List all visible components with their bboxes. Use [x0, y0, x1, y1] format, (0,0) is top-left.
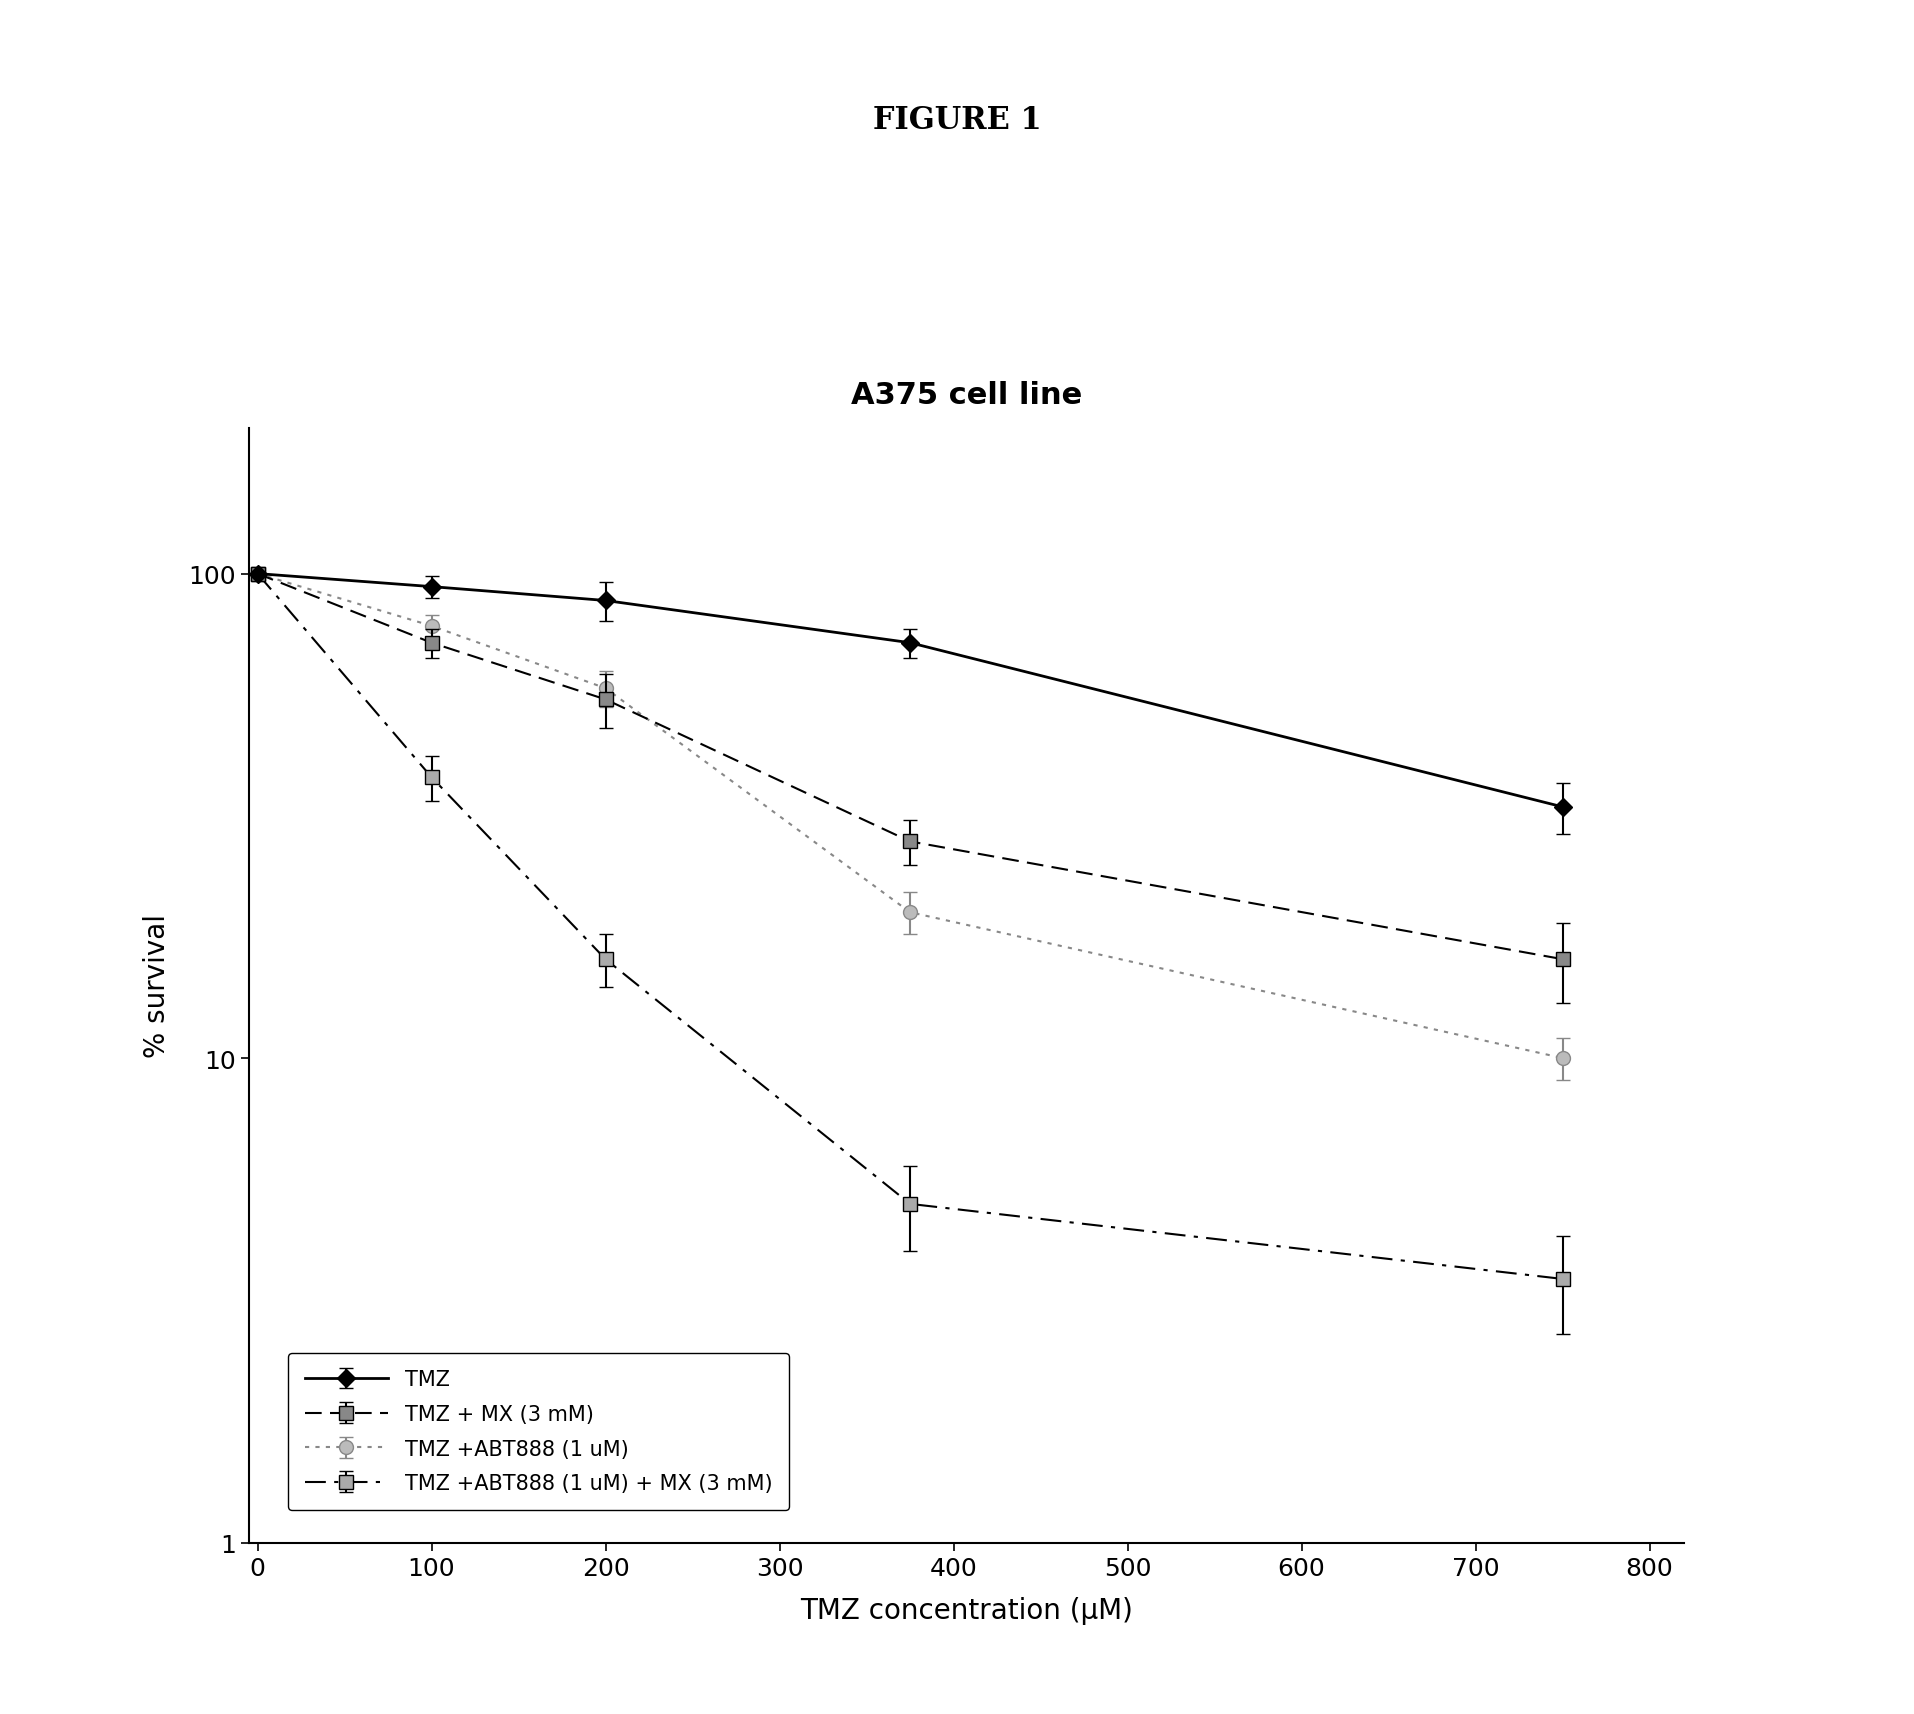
Title: A375 cell line: A375 cell line: [852, 381, 1081, 410]
Legend: TMZ, TMZ + MX (3 mM), TMZ +ABT888 (1 uM), TMZ +ABT888 (1 uM) + MX (3 mM): TMZ, TMZ + MX (3 mM), TMZ +ABT888 (1 uM)…: [287, 1352, 789, 1510]
X-axis label: TMZ concentration (μM): TMZ concentration (μM): [800, 1596, 1133, 1625]
Y-axis label: % survival: % survival: [144, 914, 172, 1058]
Text: FIGURE 1: FIGURE 1: [873, 105, 1041, 135]
